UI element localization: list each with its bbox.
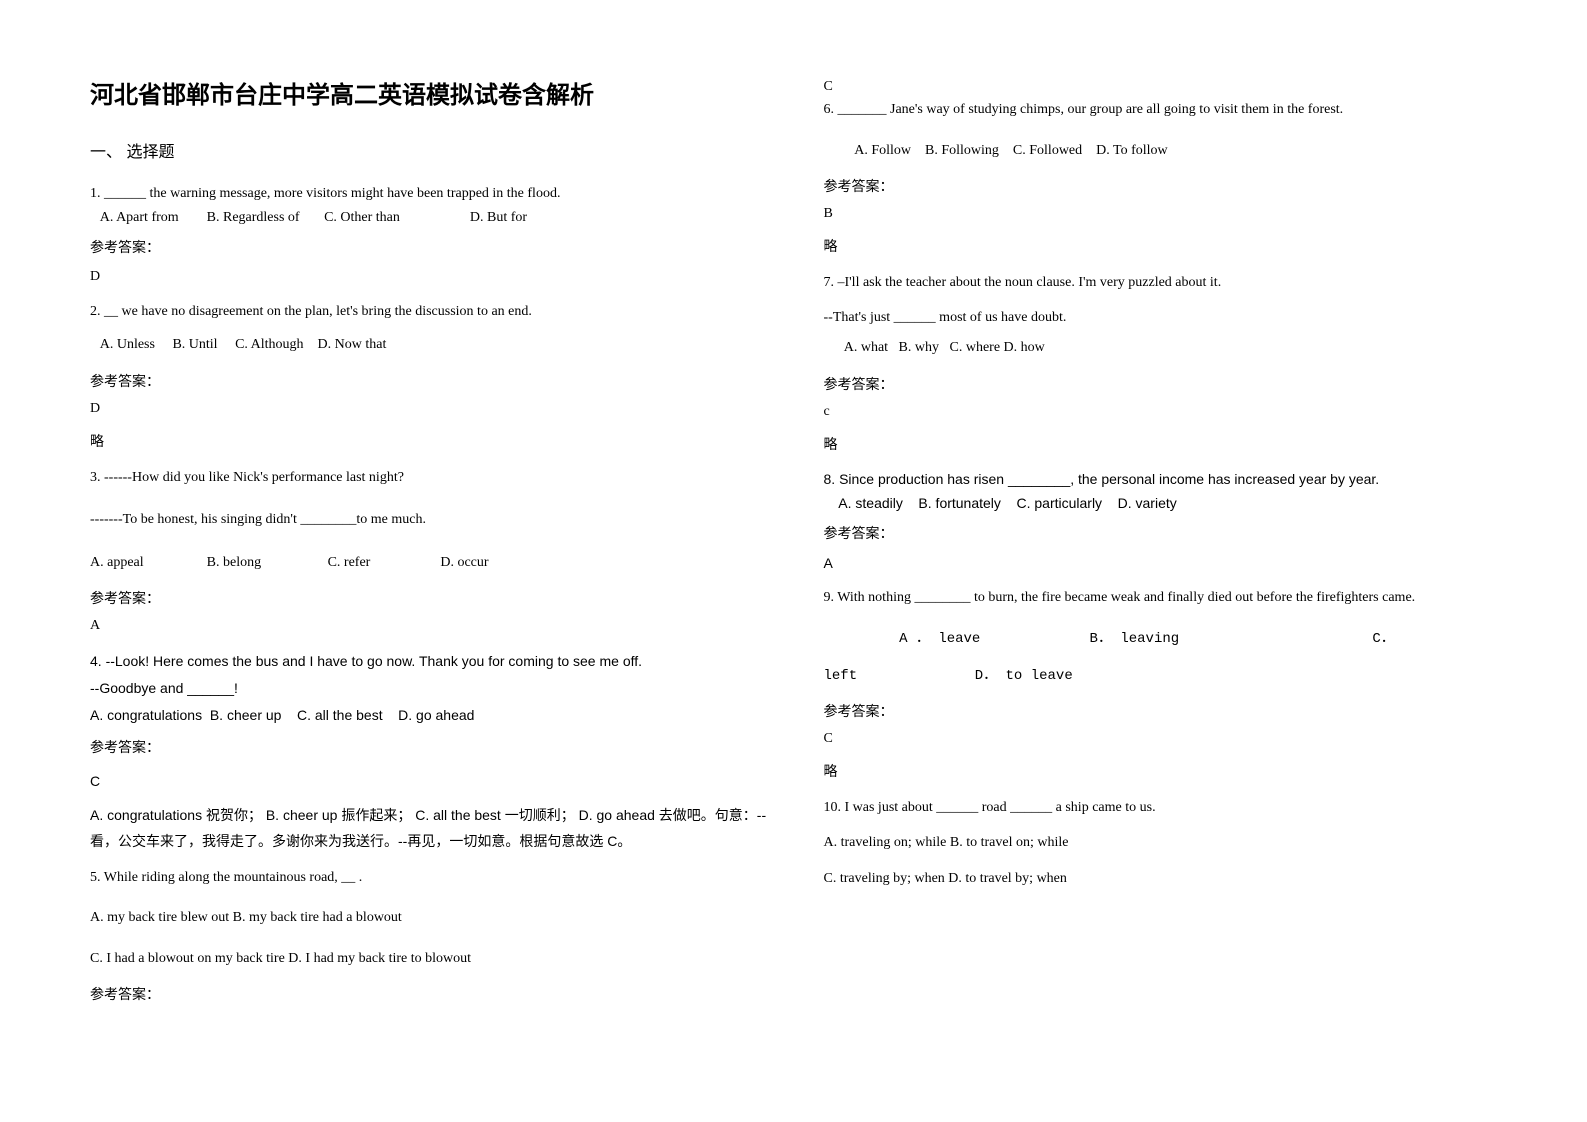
question-4: 4. --Look! Here comes the bus and I have… [90, 648, 774, 760]
answer-label: 参考答案： [90, 734, 774, 761]
q7-answer: c [824, 404, 1508, 420]
document-title: 河北省邯郸市台庄中学高二英语模拟试卷含解析 [90, 75, 774, 110]
q4-stem2: --Goodbye and ______! [90, 675, 774, 702]
q5-stem: 5. While riding along the mountainous ro… [90, 865, 774, 892]
question-2: 2. __ we have no disagreement on the pla… [90, 299, 774, 358]
answer-label: 参考答案： [824, 701, 1508, 721]
question-6: 6. _______ Jane's way of studying chimps… [824, 97, 1508, 164]
q3-answer: A [90, 618, 774, 634]
q8-stem: 8. Since production has risen ________, … [824, 468, 1508, 492]
answer-label: 参考答案： [90, 984, 774, 1004]
left-column: 河北省邯郸市台庄中学高二英语模拟试卷含解析 一、 选择题 1. ______ t… [90, 75, 774, 1010]
question-5: 5. While riding along the mountainous ro… [90, 865, 774, 973]
question-8: 8. Since production has risen ________, … [824, 468, 1508, 545]
q9-options-line2: left D． to leave [824, 663, 1508, 690]
question-9: 9. With nothing ________ to burn, the fi… [824, 585, 1508, 689]
q8-answer: A [824, 555, 1508, 571]
q7-note: 略 [824, 434, 1508, 454]
answer-label: 参考答案： [824, 522, 1508, 546]
q5-optionsB: C. I had a blowout on my back tire D. I … [90, 946, 774, 973]
question-10: 10. I was just about ______ road ______ … [824, 795, 1508, 893]
q4-stem: 4. --Look! Here comes the bus and I have… [90, 648, 774, 675]
q2-options: A. Unless B. Until C. Although D. Now th… [90, 332, 774, 359]
question-1: 1. ______ the warning message, more visi… [90, 182, 774, 259]
q3-stem2: -------To be honest, his singing didn't … [90, 507, 774, 534]
q9-answer: C [824, 731, 1508, 747]
page-container: 河北省邯郸市台庄中学高二英语模拟试卷含解析 一、 选择题 1. ______ t… [0, 0, 1587, 1040]
q2-stem: 2. __ we have no disagreement on the pla… [90, 299, 774, 326]
question-3: 3. ------How did you like Nick's perform… [90, 465, 774, 577]
q6-answer: B [824, 206, 1508, 222]
q3-options: A. appeal B. belong C. refer D. occur [90, 550, 774, 577]
right-column: C 6. _______ Jane's way of studying chim… [824, 75, 1508, 1010]
q7-stem: 7. –I'll ask the teacher about the noun … [824, 270, 1508, 297]
q1-stem: 1. ______ the warning message, more visi… [90, 182, 774, 206]
q6-options: A. Follow B. Following C. Followed D. To… [824, 138, 1508, 165]
q4-explanation: A. congratulations 祝贺你； B. cheer up 振作起来… [90, 803, 774, 855]
answer-label: 参考答案： [90, 588, 774, 608]
q9-note: 略 [824, 761, 1508, 781]
answer-label: 参考答案： [824, 374, 1508, 394]
q3-stem: 3. ------How did you like Nick's perform… [90, 465, 774, 492]
q1-answer: D [90, 269, 774, 285]
answer-label: 参考答案： [90, 371, 774, 391]
q4-answer: C [90, 773, 774, 789]
q10-optionsB: C. traveling by; when D. to travel by; w… [824, 866, 1508, 893]
q6-stem: 6. _______ Jane's way of studying chimps… [824, 97, 1508, 124]
q9-stem: 9. With nothing ________ to burn, the fi… [824, 585, 1508, 612]
q7-stem2: --That's just ______ most of us have dou… [824, 305, 1508, 332]
q6-note: 略 [824, 236, 1508, 256]
q9-options-line1: A ． leave B． leaving C． [824, 626, 1508, 653]
q10-stem: 10. I was just about ______ road ______ … [824, 795, 1508, 822]
q8-options: A. steadily B. fortunately C. particular… [824, 492, 1508, 516]
q5-answer: C [824, 79, 1508, 95]
q10-optionsA: A. traveling on; while B. to travel on; … [824, 830, 1508, 857]
q1-options: A. Apart from B. Regardless of C. Other … [90, 206, 774, 230]
q2-answer: D [90, 401, 774, 417]
q2-note: 略 [90, 431, 774, 451]
question-7: 7. –I'll ask the teacher about the noun … [824, 270, 1508, 362]
section-heading: 一、 选择题 [90, 138, 774, 162]
q4-options: A. congratulations B. cheer up C. all th… [90, 702, 774, 729]
q5-optionsA: A. my back tire blew out B. my back tire… [90, 905, 774, 932]
answer-label: 参考答案： [824, 176, 1508, 196]
q7-options: A. what B. why C. where D. how [824, 335, 1508, 362]
answer-label: 参考答案： [90, 236, 774, 260]
